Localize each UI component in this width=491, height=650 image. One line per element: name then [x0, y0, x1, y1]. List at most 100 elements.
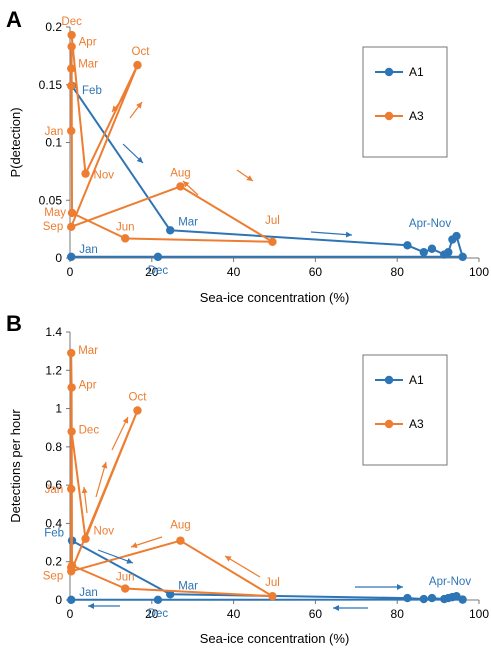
point-label: Jan	[79, 244, 98, 256]
annotation-label: Apr-Nov	[409, 218, 451, 230]
legend: A1 A3	[362, 354, 448, 466]
data-point-a1	[452, 231, 461, 241]
point-label: Dec	[79, 425, 100, 437]
trend-arrow	[129, 101, 143, 119]
point-label: Nov	[94, 526, 115, 538]
point-label: Jul	[265, 577, 280, 589]
series-line-a3	[70, 352, 274, 598]
point-label: Jun	[116, 221, 135, 233]
data-point-a1	[458, 595, 467, 604]
x-tick-label: 0	[67, 607, 74, 621]
trend-arrow	[111, 96, 125, 113]
data-point-a3	[67, 64, 76, 73]
point-label: Apr	[79, 380, 97, 392]
x-tick-label: 20	[145, 265, 159, 279]
data-point-a3	[67, 126, 76, 136]
x-tick-label: 20	[145, 607, 159, 621]
point-label: Aug	[170, 520, 190, 532]
legend-entry-label: A3	[409, 417, 424, 431]
point-label: Aug	[170, 167, 190, 179]
legend-swatch-marker	[384, 419, 394, 429]
point-label: Apr	[79, 37, 97, 49]
data-point-a3	[176, 182, 185, 191]
trend-arrow	[95, 461, 108, 498]
point-label: Mar	[78, 59, 98, 71]
data-point-a1	[419, 248, 428, 257]
x-tick-label: 60	[309, 265, 323, 279]
trend-arrow	[224, 555, 261, 578]
y-tick-label: 0.8	[45, 440, 62, 454]
point-label: Mar	[178, 580, 198, 592]
data-point-a3	[121, 234, 130, 243]
data-point-a1	[419, 594, 428, 604]
data-point-a1	[166, 226, 175, 235]
data-point-a3	[133, 60, 142, 70]
data-point-a1	[458, 252, 467, 262]
y-tick-label: 1.4	[45, 325, 62, 339]
trend-arrow	[111, 416, 129, 451]
y-tick-label: 0.4	[45, 516, 62, 530]
point-label: Oct	[129, 391, 148, 403]
x-tick-label: 40	[227, 265, 241, 279]
data-point-a3	[176, 536, 185, 545]
data-point-a1	[444, 248, 453, 257]
y-axis-label: Detections per hour	[8, 409, 23, 523]
data-point-a3	[81, 534, 90, 543]
y-tick-label: 0	[55, 251, 62, 265]
x-tick-label: 40	[227, 607, 241, 621]
x-tick-label: 0	[67, 265, 74, 279]
legend-swatch-marker	[384, 111, 394, 121]
point-label: Oct	[132, 46, 151, 58]
y-tick-label: 0.05	[39, 193, 63, 207]
y-tick-label: 1.2	[45, 363, 62, 377]
point-label: Mar	[78, 345, 98, 357]
point-label: Jan	[45, 126, 64, 138]
data-point-a3	[67, 42, 76, 51]
data-point-a3	[67, 222, 76, 232]
data-point-a1	[427, 244, 437, 253]
point-label: Mar	[178, 216, 198, 228]
data-point-a3	[67, 383, 76, 392]
y-tick-label: 0.1	[45, 136, 62, 150]
trend-arrow	[310, 231, 353, 238]
series-a3: Jan Mar Apr May Jun Jul Aug Sep Oct Nov Dec	[43, 16, 280, 247]
series-line-a3	[70, 35, 274, 243]
annotation-label: Apr-Nov	[429, 576, 471, 588]
point-label: Sep	[43, 221, 63, 233]
data-point-a3	[121, 584, 130, 593]
data-point-a1	[67, 252, 76, 262]
data-point-a3	[67, 30, 76, 40]
data-point-a3	[67, 208, 77, 218]
trend-arrow	[236, 169, 254, 182]
point-label: Feb	[82, 85, 102, 97]
y-tick-label: 0.15	[39, 78, 63, 92]
panel-label: B	[6, 311, 22, 336]
data-point-a1	[427, 593, 437, 603]
data-point-a1	[403, 593, 412, 603]
data-point-a3	[133, 406, 142, 415]
legend-entry-label: A1	[409, 373, 424, 387]
y-tick-label: 0.2	[45, 555, 62, 569]
data-point-a1	[452, 591, 461, 601]
data-point-a3	[67, 567, 76, 576]
data-point-a1	[403, 241, 412, 250]
trend-arrow	[81, 486, 88, 514]
y-tick-label: 0.2	[45, 20, 62, 34]
x-axis-label: Sea-ice concentration (%)	[200, 631, 350, 646]
legend-swatch-marker	[384, 67, 394, 77]
legend-entry-label: A3	[409, 109, 424, 123]
point-label: Jan	[45, 484, 64, 496]
legend: A1 A3	[362, 46, 448, 158]
data-point-a3	[268, 591, 277, 601]
x-tick-label: 80	[391, 265, 405, 279]
data-point-a3	[67, 348, 76, 358]
legend-box	[362, 46, 448, 158]
data-point-a3	[81, 169, 90, 178]
y-tick-label: 0	[55, 593, 62, 607]
y-tick-label: 0.6	[45, 478, 62, 492]
y-axis-label: P(detection)	[8, 107, 23, 177]
data-point-a3	[67, 81, 76, 91]
trend-arrow	[182, 180, 199, 196]
data-point-a3	[268, 237, 277, 247]
